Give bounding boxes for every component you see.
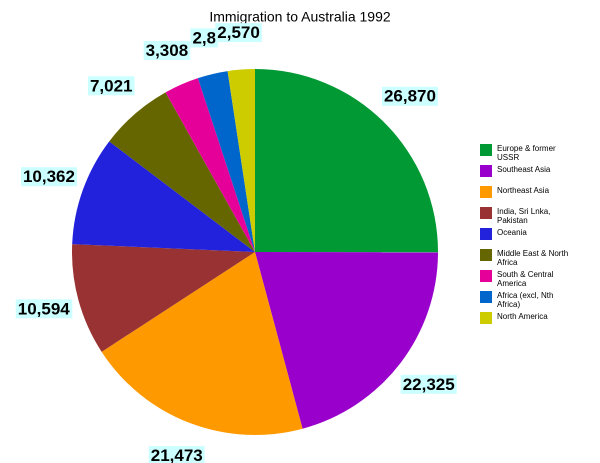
pie-slice	[255, 252, 438, 429]
legend-swatch	[480, 291, 492, 303]
legend-item: Middle East & North Africa	[478, 247, 596, 268]
legend-item: South & Central America	[478, 268, 596, 289]
value-label: 7,021	[90, 76, 133, 95]
legend-swatch	[480, 228, 492, 240]
legend-label: Northeast Asia	[497, 186, 550, 195]
legend-label: Middle East & North Africa	[497, 249, 569, 267]
value-label-bg	[381, 86, 438, 106]
value-label: 21,473	[151, 446, 203, 463]
legend-swatch	[480, 165, 492, 177]
legend-label: Europe & former USSR	[497, 144, 556, 162]
legend-item: Oceania	[478, 226, 596, 247]
value-label: 26,870	[384, 87, 436, 106]
legend-item: Africa (excl, Nth Africa)	[478, 289, 596, 310]
chart-title: Immigration to Australia 1992	[209, 9, 391, 25]
pie-slice	[72, 244, 255, 352]
legend-swatch	[480, 312, 492, 324]
legend-item: Europe & former USSR	[478, 142, 596, 163]
value-label: 2,570	[217, 23, 260, 42]
legend-item: India, Sri Lnka, Pakistan	[478, 205, 596, 226]
legend-label: Africa (excl, Nth Africa)	[497, 291, 554, 309]
legend-label: Oceania	[497, 228, 527, 237]
value-label-bg	[87, 76, 135, 96]
value-label: 22,325	[403, 375, 455, 394]
legend: Europe & former USSR Southeast Asia Northe…	[478, 142, 596, 331]
legend-label: South & Central America	[497, 270, 554, 288]
legend-item: Northeast Asia	[478, 184, 596, 205]
value-label-bg	[20, 167, 77, 187]
legend-swatch	[480, 207, 492, 219]
value-label: 10,362	[23, 167, 75, 186]
legend-item: North America	[478, 310, 596, 331]
pie-slice	[72, 141, 256, 252]
value-label-bg	[15, 299, 73, 319]
value-label-bg	[400, 374, 457, 394]
value-label-bg	[143, 40, 191, 60]
value-label: 2,8	[192, 28, 216, 47]
value-label: 3,308	[146, 41, 189, 60]
pie-slice	[101, 252, 303, 436]
legend-swatch	[480, 186, 492, 198]
value-label-bg	[148, 446, 205, 463]
legend-item: Southeast Asia	[478, 163, 596, 184]
pie-slice	[109, 92, 255, 252]
legend-label: India, Sri Lnka, Pakistan	[497, 207, 551, 225]
pie-slice	[197, 71, 255, 253]
value-label: 10,594	[18, 299, 71, 318]
pie-slice	[165, 78, 255, 252]
value-label-bg	[190, 28, 219, 48]
legend-swatch	[480, 144, 492, 156]
pie-slice	[255, 69, 438, 253]
legend-label: Southeast Asia	[497, 165, 551, 174]
value-label-bg	[215, 23, 262, 43]
legend-swatch	[480, 270, 492, 282]
legend-swatch	[480, 249, 492, 261]
pie-slice	[227, 69, 255, 252]
legend-label: North America	[497, 312, 548, 321]
